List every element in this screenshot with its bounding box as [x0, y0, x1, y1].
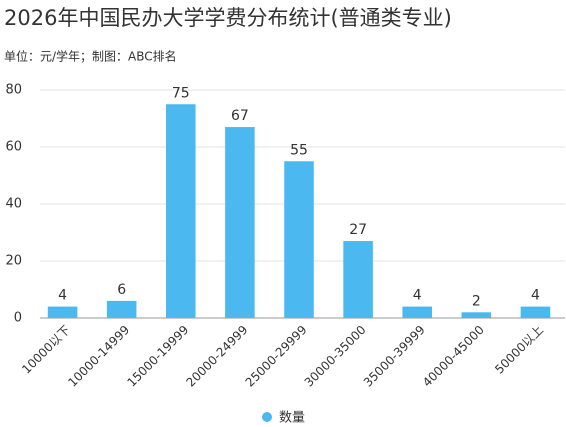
bar	[461, 312, 492, 318]
data-label: 27	[349, 222, 367, 238]
y-tick-label: 80	[5, 83, 22, 98]
x-tick-label: 35000-39999	[361, 323, 428, 390]
bar	[284, 161, 314, 318]
x-tick-label: 30000-35000	[302, 323, 369, 390]
x-tick-label: 25000-29999	[243, 323, 310, 390]
bar	[402, 306, 432, 318]
data-label: 2	[472, 293, 481, 309]
chart-subtitle: 单位：元/学年；制图：ABC排名	[4, 49, 177, 64]
bar	[106, 300, 137, 318]
chart-title: 2026年中国民办大学学费分布统计(普通类专业)	[4, 6, 452, 30]
data-label: 55	[290, 142, 308, 158]
data-label: 4	[531, 288, 540, 304]
x-tick-label: 15000-19999	[124, 323, 191, 390]
data-label: 6	[117, 282, 126, 298]
y-tick-label: 0	[14, 311, 22, 326]
data-label: 4	[58, 288, 67, 304]
x-tick-label: 10000以下	[19, 323, 73, 377]
bar	[166, 104, 196, 318]
y-tick-label: 20	[5, 254, 22, 269]
bar	[343, 241, 373, 318]
data-label: 75	[172, 85, 190, 101]
bar	[225, 127, 255, 318]
bar	[47, 306, 78, 318]
data-label: 67	[231, 108, 249, 124]
y-tick-label: 60	[5, 140, 22, 155]
x-tick-label: 20000-24999	[184, 323, 251, 390]
y-tick-label: 40	[5, 197, 22, 212]
bar	[520, 306, 551, 318]
legend-label: 数量	[279, 411, 305, 426]
x-tick-label: 40000-45000	[420, 323, 487, 390]
data-label: 4	[413, 288, 422, 304]
x-tick-label: 50000以上	[492, 323, 546, 377]
x-tick-label: 10000-14999	[65, 323, 132, 390]
legend-marker	[262, 412, 272, 422]
